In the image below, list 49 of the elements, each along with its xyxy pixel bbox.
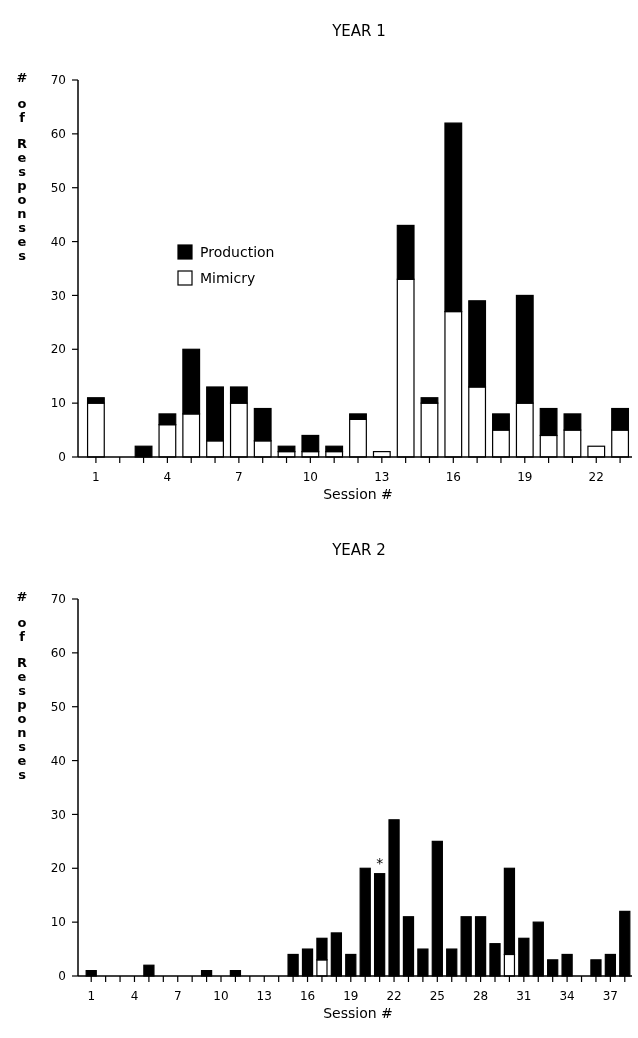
x-tick-label: 10 (213, 989, 229, 1003)
x-tick-label: 16 (299, 989, 316, 1003)
y-tick-label: 20 (50, 861, 66, 876)
y-tick-label: 40 (50, 753, 66, 768)
y-tick-label: 40 (50, 234, 66, 249)
y-tick-label: 0 (58, 969, 66, 984)
bar (325, 445, 344, 453)
y-tick-label: 30 (50, 807, 66, 822)
legend-label: Mimicry (200, 270, 256, 286)
bar (301, 434, 320, 453)
x-tick-label: 34 (559, 989, 575, 1003)
x-tick-label: 4 (130, 989, 139, 1003)
y-tick-label: 10 (50, 396, 66, 411)
text: # of Responses (16, 589, 28, 782)
x-tick-label: 37 (602, 989, 619, 1003)
x-tick-label: 7 (173, 989, 182, 1003)
y-tick-label: 30 (50, 288, 66, 303)
x-tick-label: 10 (302, 470, 318, 484)
y-tick-label: 20 (50, 342, 66, 357)
y-tick-label: 70 (50, 592, 66, 607)
x-tick-label: 19 (517, 470, 533, 484)
x-tick-label: 13 (374, 470, 390, 484)
x-tick-label: 16 (445, 470, 461, 484)
x-tick-label: 1 (87, 989, 96, 1003)
bar (277, 445, 296, 453)
y-tick-label: 60 (50, 646, 66, 661)
annotation: * (376, 854, 384, 871)
y-tick-label: 50 (50, 699, 66, 714)
x-tick-label: 1 (92, 470, 100, 484)
x-tick-label: 22 (588, 470, 604, 484)
y-tick-label: 60 (50, 127, 66, 142)
y-tick-label: 50 (50, 180, 66, 195)
y-tick-label: 0 (58, 450, 66, 465)
x-tick-label: 7 (235, 470, 243, 484)
x-axis-title: Session # (323, 1005, 393, 1021)
x-tick-label: 13 (256, 989, 272, 1003)
chart-title: YEAR 1 (331, 22, 386, 40)
y-tick-label: 10 (50, 915, 66, 930)
x-tick-label: 28 (472, 989, 489, 1003)
x-axis-title: Session # (323, 486, 393, 502)
x-tick-label: 19 (343, 989, 359, 1003)
x-tick-label: 25 (429, 989, 445, 1003)
text: # of Responses (16, 70, 28, 263)
x-tick-label: 31 (516, 989, 532, 1003)
chart-title: YEAR 2 (331, 541, 386, 559)
legend-label: Production (200, 244, 275, 260)
x-tick-label: 4 (163, 470, 172, 484)
y-tick-label: 70 (50, 73, 66, 88)
x-tick-label: 22 (386, 989, 402, 1003)
